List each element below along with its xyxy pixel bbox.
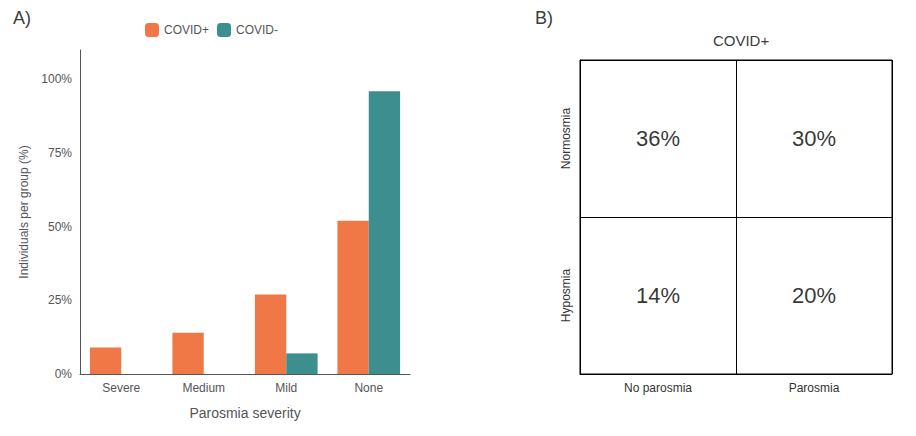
svg-text:COVID+: COVID+ bbox=[713, 32, 770, 49]
svg-text:COVID-: COVID- bbox=[236, 23, 278, 37]
svg-text:100%: 100% bbox=[41, 72, 72, 86]
svg-text:B): B) bbox=[535, 8, 553, 28]
svg-text:14%: 14% bbox=[636, 283, 680, 308]
svg-text:Severe: Severe bbox=[102, 381, 140, 395]
svg-text:No parosmia: No parosmia bbox=[624, 381, 692, 395]
svg-text:36%: 36% bbox=[636, 126, 680, 151]
svg-text:Normosmia: Normosmia bbox=[559, 108, 573, 170]
svg-text:None: None bbox=[354, 381, 383, 395]
svg-text:COVID+: COVID+ bbox=[164, 23, 209, 37]
svg-text:30%: 30% bbox=[792, 126, 836, 151]
svg-text:50%: 50% bbox=[48, 220, 72, 234]
svg-text:A): A) bbox=[13, 8, 31, 28]
svg-text:20%: 20% bbox=[792, 283, 836, 308]
svg-text:Parosmia: Parosmia bbox=[789, 381, 840, 395]
svg-text:Individuals per group (%): Individuals per group (%) bbox=[17, 145, 31, 278]
svg-text:Medium: Medium bbox=[182, 381, 225, 395]
svg-text:Parosmia severity: Parosmia severity bbox=[189, 405, 300, 421]
svg-text:75%: 75% bbox=[48, 146, 72, 160]
svg-text:25%: 25% bbox=[48, 293, 72, 307]
svg-text:0%: 0% bbox=[55, 367, 73, 381]
svg-text:Hyposmia: Hyposmia bbox=[559, 269, 573, 323]
svg-text:Mild: Mild bbox=[275, 381, 297, 395]
